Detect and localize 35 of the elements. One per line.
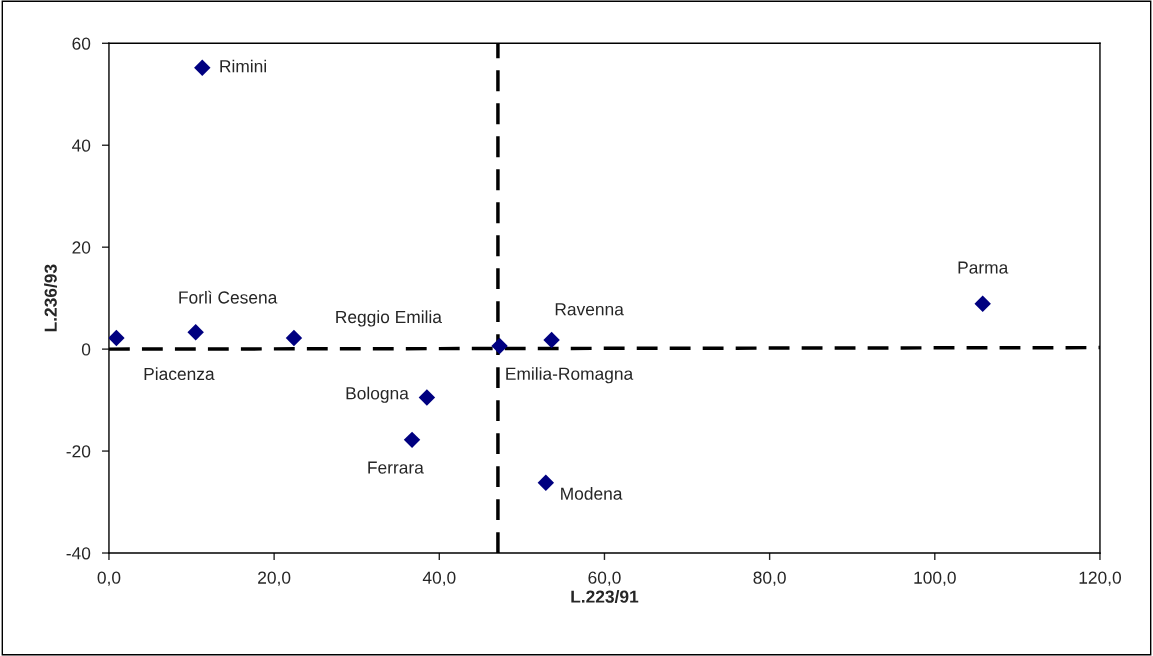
point <box>187 324 204 341</box>
point <box>108 329 125 347</box>
x-axis-title: L.223/91 <box>571 590 639 603</box>
point <box>491 337 508 355</box>
point <box>285 329 303 347</box>
annotation: Reggio Emilia <box>336 310 442 327</box>
point <box>537 474 555 491</box>
x-tick-label: 40,0 <box>422 571 456 586</box>
y-tick-label: -20 <box>66 445 91 458</box>
y-tick-label: 60 <box>72 37 91 50</box>
x-tick-label: 20,0 <box>258 571 291 586</box>
annotation: Emilia-Romagna <box>506 367 634 384</box>
annotation: Modena <box>561 487 623 500</box>
point <box>194 59 211 76</box>
y-tick-label: 20 <box>72 241 91 254</box>
y-tick-label: -40 <box>66 547 91 560</box>
y-axis-title: L.236/93 <box>44 264 57 332</box>
annotation: Ferrara <box>368 461 424 474</box>
point <box>974 295 991 312</box>
x-tick-label: 120,0 <box>1079 571 1122 586</box>
annotation: Forlì Cesena <box>179 290 278 304</box>
point <box>403 431 421 449</box>
y-tick-label: 40 <box>71 139 91 152</box>
annotation: Parma <box>958 261 1009 274</box>
x-tick-label: 100,0 <box>914 571 956 586</box>
x-tick-label: 0,0 <box>97 571 121 586</box>
point <box>418 389 436 406</box>
annotation: Rimini <box>220 59 266 73</box>
x-tick-label: 60,0 <box>588 571 621 586</box>
x-tick-label: 80,0 <box>753 571 786 586</box>
point <box>543 331 560 349</box>
y-tick-label: 0 <box>81 343 91 356</box>
annotation: Ravenna <box>555 303 624 316</box>
annotation: Piacenza <box>144 367 215 381</box>
annotation: Bologna <box>346 386 409 403</box>
